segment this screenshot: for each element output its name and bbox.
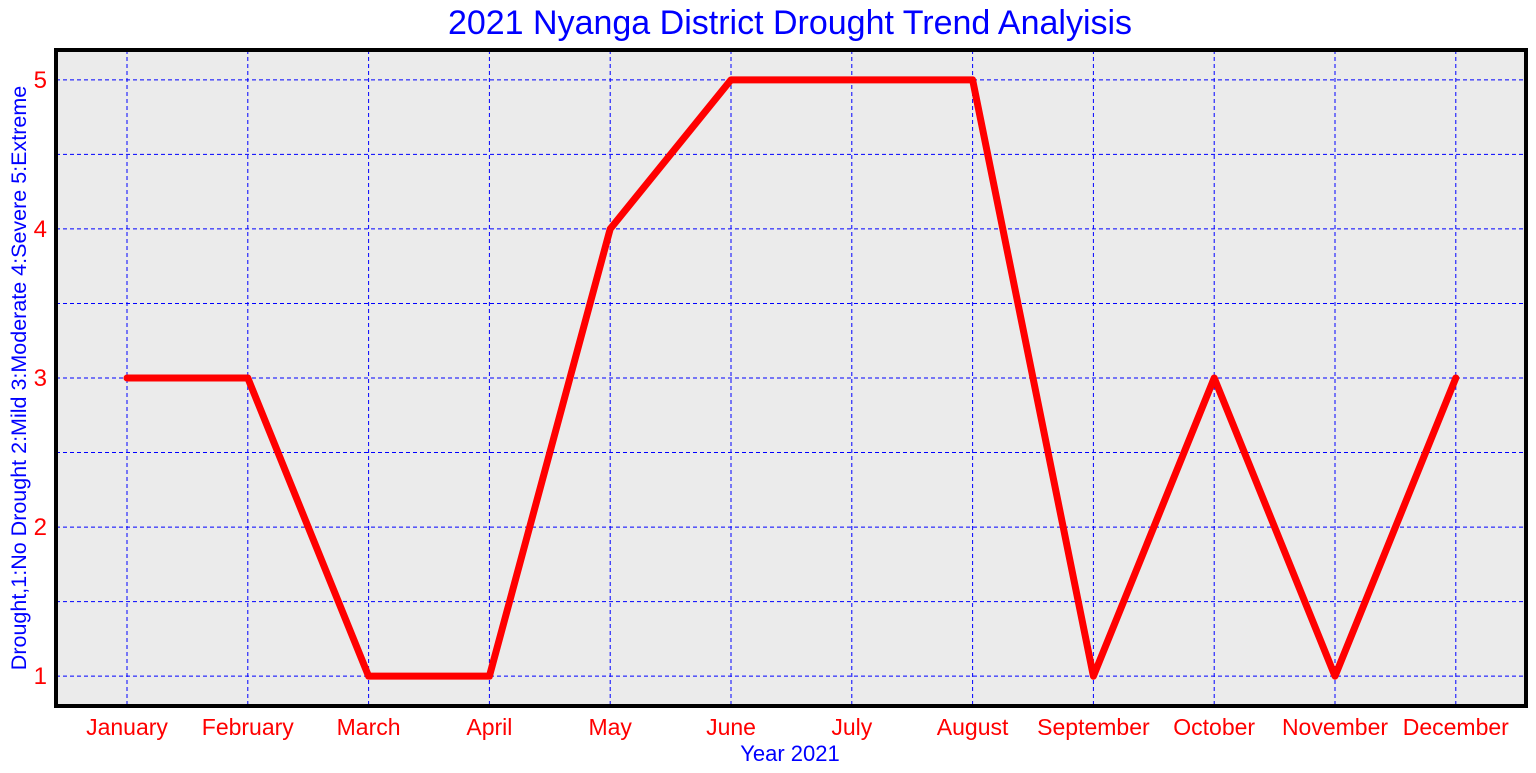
y-axis-tick-labels: 1 2 3 4 5 <box>34 67 47 690</box>
y-tick-label: 5 <box>34 67 47 94</box>
x-tick-label: August <box>937 714 1009 740</box>
x-tick-label: December <box>1403 714 1509 740</box>
chart-title: 2021 Nyanga District Drought Trend Analy… <box>448 4 1132 42</box>
series-line-layer <box>123 76 1460 680</box>
x-tick-label: June <box>706 714 756 740</box>
plot-frame <box>54 48 1528 708</box>
x-tick-label: February <box>202 714 295 740</box>
x-tick-label: May <box>588 714 632 740</box>
y-tick-label: 4 <box>34 216 47 243</box>
x-tick-label: November <box>1282 714 1388 740</box>
x-tick-label: September <box>1037 714 1150 740</box>
x-axis-tick-labels: January February March April May June July Augu… <box>86 714 1509 740</box>
y-axis-label: Drought,1:No Drought 2:Mild 3:Moderate 4… <box>7 86 31 670</box>
y-tick-label: 2 <box>34 514 47 541</box>
x-tick-label: April <box>466 714 512 740</box>
y-tick-label: 1 <box>34 663 47 690</box>
x-tick-label: January <box>86 714 168 740</box>
x-tick-label: October <box>1173 714 1255 740</box>
grid-lines <box>56 50 1526 706</box>
x-tick-label: March <box>337 714 401 740</box>
x-axis-label: Year 2021 <box>740 741 840 766</box>
y-tick-label: 3 <box>34 365 47 392</box>
x-tick-label: July <box>831 714 872 740</box>
series-line <box>123 76 1460 680</box>
